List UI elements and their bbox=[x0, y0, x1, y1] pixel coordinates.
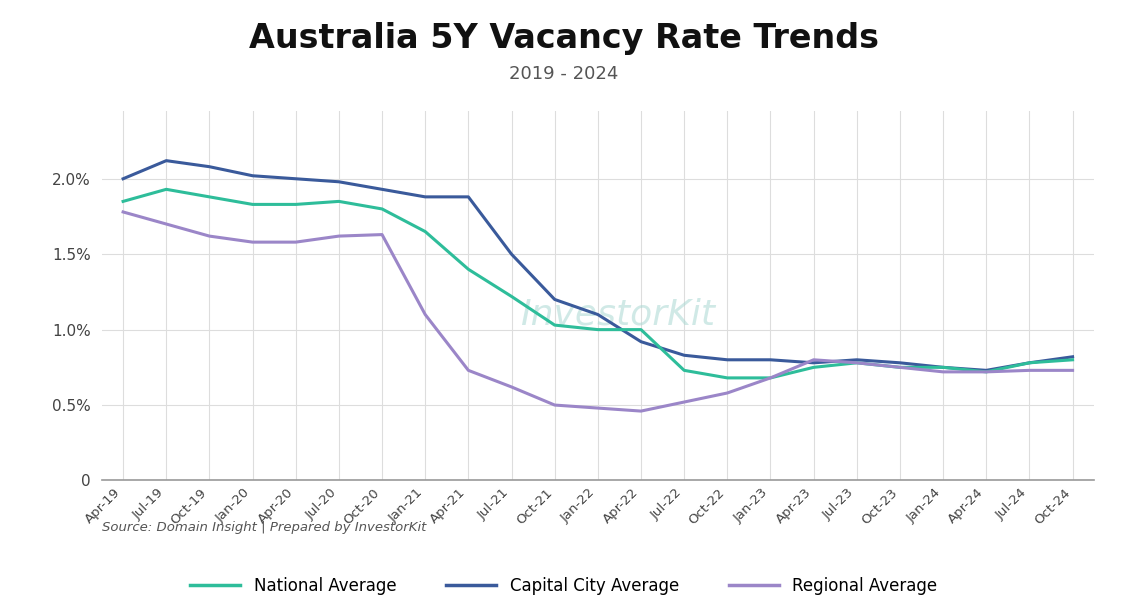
Text: Source: Domain Insight | Prepared by InvestorKit: Source: Domain Insight | Prepared by Inv… bbox=[102, 521, 426, 533]
Text: 2019 - 2024: 2019 - 2024 bbox=[510, 65, 618, 83]
Text: InvestorKit: InvestorKit bbox=[520, 297, 715, 331]
Text: Australia 5Y Vacancy Rate Trends: Australia 5Y Vacancy Rate Trends bbox=[249, 22, 879, 55]
Legend: National Average, Capital City Average, Regional Average: National Average, Capital City Average, … bbox=[184, 570, 944, 601]
